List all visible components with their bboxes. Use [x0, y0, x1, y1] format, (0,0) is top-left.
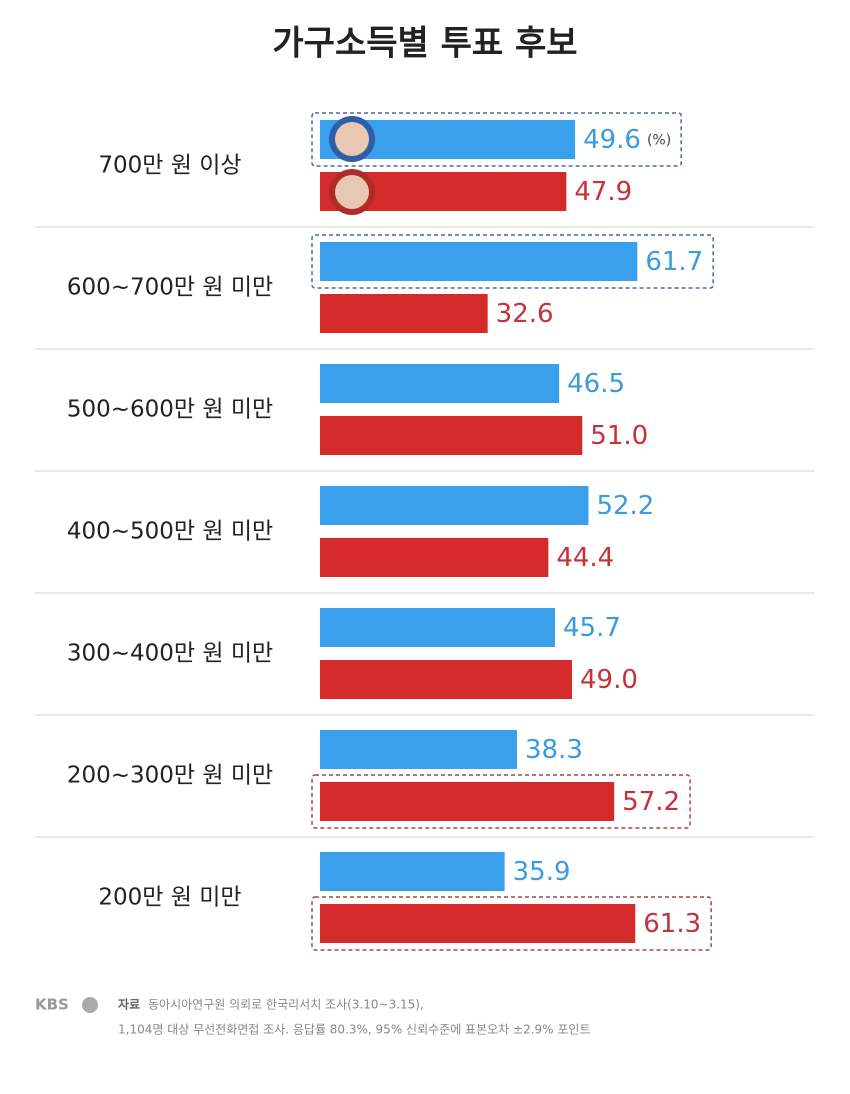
category-label: 700만 원 이상: [98, 153, 241, 179]
value-label: 44.4: [556, 543, 614, 573]
highlight-box: [311, 774, 691, 829]
category-label: 400~500만 원 미만: [67, 519, 273, 545]
brand: KBS: [35, 996, 69, 1014]
bar: [320, 782, 615, 821]
category-label: 200만 원 미만: [98, 885, 241, 911]
value-label: 61.3: [643, 909, 701, 939]
unit-label: (%): [647, 133, 671, 149]
category-label: 200~300만 원 미만: [67, 763, 273, 789]
category-label: 600~700만 원 미만: [67, 275, 273, 301]
source-label: 자료: [118, 997, 140, 1012]
candidate-face: [335, 122, 369, 156]
value-label: 52.2: [596, 491, 654, 521]
candidate-photos: [329, 116, 375, 215]
bar: [320, 608, 556, 647]
source-text: 동아시아연구원 의뢰로 한국리서치 조사(3.10~3.15),: [148, 998, 424, 1012]
highlight-box: [311, 896, 712, 951]
value-label: 51.0: [590, 421, 648, 451]
bar: [320, 538, 549, 577]
value-label: 32.6: [496, 299, 554, 329]
value-label: 57.2: [622, 787, 680, 817]
brand-logo: [82, 997, 98, 1013]
value-label: 38.3: [525, 735, 583, 765]
value-label: 61.7: [645, 247, 703, 277]
value-label: 46.5: [567, 369, 625, 399]
value-label: 35.9: [513, 857, 571, 887]
source-text: 1,104명 대상 무선전화면접 조사. 응답률 80.3%, 95% 신뢰수준…: [118, 1023, 591, 1037]
value-label: 49.6: [583, 125, 641, 155]
bar: [320, 294, 488, 333]
category-label: 500~600만 원 미만: [67, 397, 273, 423]
bar: [320, 852, 505, 891]
bar: [320, 364, 560, 403]
highlight-box: [311, 234, 714, 289]
value-label: 47.9: [574, 177, 632, 207]
value-label: 45.7: [563, 613, 621, 643]
bar: [320, 660, 572, 699]
value-label: 49.0: [580, 665, 638, 695]
bar: [320, 486, 589, 525]
candidate-face: [335, 175, 369, 209]
chart-title: 가구소득별 투표 후보: [272, 24, 577, 64]
bar: [320, 416, 583, 455]
bar: [320, 730, 517, 769]
bar: [320, 904, 636, 943]
category-label: 300~400만 원 미만: [67, 641, 273, 667]
bar: [320, 242, 638, 281]
